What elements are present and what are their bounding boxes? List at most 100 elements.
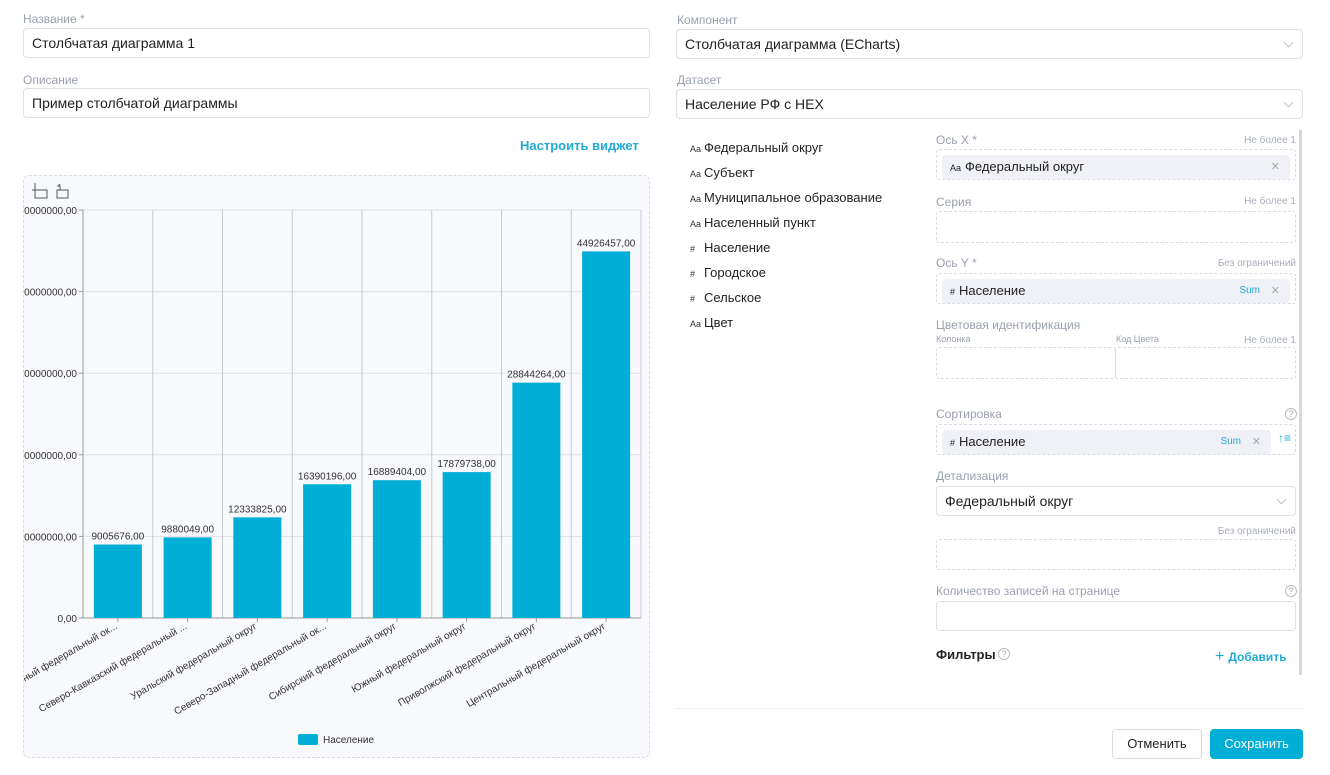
plus-icon: + (1215, 648, 1225, 665)
help-icon[interactable]: ? (998, 648, 1010, 660)
help-icon[interactable]: ? (1285, 585, 1297, 597)
zoom-icon[interactable] (32, 183, 48, 199)
chevron-down-icon (1276, 494, 1287, 505)
series-dropzone[interactable] (936, 211, 1296, 243)
field-item[interactable]: # Сельское (690, 290, 761, 305)
field-label: Сельское (704, 290, 762, 305)
sort-dropzone[interactable]: # Население Sum ✕ ↑≡ (936, 424, 1296, 455)
field-item[interactable]: Aa Цвет (690, 315, 733, 330)
x-axis-label: Ось X * (936, 133, 977, 147)
page-size-input[interactable] (936, 601, 1296, 631)
close-icon[interactable]: ✕ (1270, 161, 1280, 173)
bar-value-label: 16889404,00 (368, 467, 427, 478)
name-input[interactable]: Столбчатая диаграмма 1 (23, 28, 650, 58)
detail-select[interactable]: Федеральный округ (936, 486, 1296, 516)
dataset-select[interactable]: Население РФ с HEX (676, 89, 1303, 119)
y-tick-label: 20000000,00 (24, 451, 77, 462)
bar (442, 472, 491, 618)
x-tick-label: Северо-Кавказский федеральный ... (37, 620, 189, 715)
chip-label: Население (959, 434, 1026, 449)
field-item[interactable]: Aa Муниципальное образование (690, 190, 882, 205)
text-type-icon: Aa (690, 319, 702, 329)
dataset-label: Датасет (677, 73, 722, 87)
close-icon[interactable]: ✕ (1270, 285, 1280, 297)
detail-dropzone[interactable] (936, 539, 1296, 570)
bar (582, 251, 631, 618)
bar (512, 382, 561, 618)
save-button[interactable]: Сохранить (1210, 729, 1303, 759)
field-item[interactable]: Aa Федеральный округ (690, 140, 823, 155)
dataset-value: Население РФ с HEX (685, 96, 824, 112)
y-tick-label: 50000000,00 (24, 206, 77, 217)
x-axis-chip[interactable]: Aa Федеральный округ ✕ (942, 155, 1290, 179)
field-item[interactable]: Aa Населенный пункт (690, 215, 816, 230)
y-tick-label: 10000000,00 (24, 532, 77, 543)
color-code-dropzone[interactable] (1115, 347, 1296, 379)
x-tick-label: Сибирский федеральный округ (267, 620, 399, 703)
description-label: Описание (23, 73, 79, 87)
bar (303, 484, 352, 618)
text-type-icon: Aa (690, 144, 702, 154)
x-axis-dropzone[interactable]: Aa Федеральный округ ✕ (936, 149, 1296, 180)
cancel-button[interactable]: Отменить (1112, 729, 1202, 759)
text-type-icon: Aa (690, 194, 702, 204)
close-icon[interactable]: ✕ (1251, 436, 1261, 448)
bar-value-label: 16390196,00 (298, 471, 357, 482)
bar-value-label: 9005676,00 (91, 532, 144, 543)
filters-label: Фильтры (936, 647, 996, 662)
x-tick-label: Центральный федеральный округ (464, 620, 608, 710)
color-column-label: Колонка (936, 334, 971, 344)
zoom-reset-icon[interactable] (56, 183, 69, 199)
scrollbar[interactable] (1299, 130, 1302, 675)
x-axis-hint: Не более 1 (1244, 135, 1296, 146)
aggregation-button[interactable]: Sum (1220, 436, 1241, 447)
sort-label: Сортировка (936, 407, 1002, 421)
field-item[interactable]: Aa Субъект (690, 165, 754, 180)
help-icon[interactable]: ? (1285, 408, 1297, 420)
legend-swatch (298, 734, 318, 745)
series-hint: Не более 1 (1244, 196, 1296, 207)
component-value: Столбчатая диаграмма (ECharts) (685, 36, 901, 52)
y-axis-hint: Без ограничений (1217, 258, 1296, 269)
chart-preview: 0,00 10000000,00 20000000,00 30000000,00 400… (0, 175, 650, 758)
y-axis-dropzone[interactable]: # Население Sum ✕ (936, 273, 1296, 304)
detail-value: Федеральный округ (945, 493, 1074, 509)
field-item[interactable]: # Городское (690, 265, 766, 280)
detail-label: Детализация (936, 469, 1009, 483)
add-label: Добавить (1228, 650, 1287, 664)
bar (372, 480, 421, 618)
divider (676, 708, 1303, 709)
add-filter-button[interactable]: + Добавить (1215, 648, 1286, 666)
number-type-icon: # (690, 244, 696, 254)
x-tick-label: Уральский федеральный округ (128, 620, 259, 702)
field-label: Муниципальное образование (704, 190, 883, 205)
aggregation-button[interactable]: Sum (1239, 285, 1260, 296)
text-type-icon: Aa (950, 163, 962, 173)
x-tick-label: Южный федеральный округ (349, 620, 468, 696)
field-label: Федеральный округ (704, 140, 824, 155)
configure-widget-link[interactable]: Настроить виджет (520, 138, 639, 153)
color-label: Цветовая идентификация (936, 318, 1081, 332)
series-label: Серия (936, 195, 972, 209)
sort-chip[interactable]: # Население Sum ✕ (942, 430, 1271, 454)
detail-hint: Без ограничений (1217, 526, 1296, 537)
component-label: Компонент (677, 13, 738, 27)
chip-label: Население (959, 283, 1026, 298)
component-select[interactable]: Столбчатая диаграмма (ECharts) (676, 29, 1303, 59)
color-hint: Не более 1 (1244, 335, 1296, 346)
legend-label: Население (323, 735, 375, 746)
y-tick-label: 0,00 (58, 614, 78, 625)
bar (233, 517, 282, 618)
field-label: Население (704, 240, 771, 255)
color-code-label: Код Цвета (1116, 334, 1159, 344)
color-column-dropzone[interactable] (936, 347, 1116, 379)
y-tick-label: 30000000,00 (24, 369, 77, 380)
number-type-icon: # (950, 287, 956, 297)
y-axis-chip[interactable]: # Население Sum ✕ (942, 279, 1290, 303)
sort-direction-icon[interactable]: ↑≡ (1277, 431, 1291, 445)
bar-value-label: 9880049,00 (161, 524, 214, 535)
description-input[interactable]: Пример столбчатой диаграммы (23, 88, 650, 118)
bar-value-label: 12333825,00 (228, 504, 287, 515)
chevron-down-icon (1283, 37, 1294, 48)
field-item[interactable]: # Население (690, 240, 770, 255)
